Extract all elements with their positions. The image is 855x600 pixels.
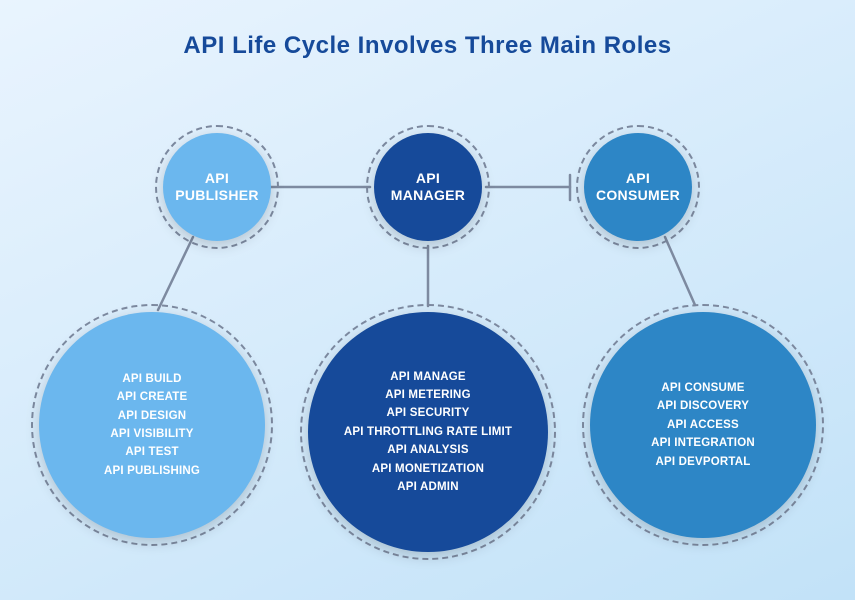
detail-item: API SECURITY [344,404,512,422]
detail-item: API THROTTLING RATE LIMIT [344,423,512,441]
role-consumer-ring: APICONSUMER [576,125,700,249]
page-title: API Life Cycle Involves Three Main Roles [0,32,855,60]
detail-item: API TEST [104,443,200,461]
detail-item: API DEVPORTAL [651,453,755,471]
detail-item: API CREATE [104,388,200,406]
detail-item: API ACCESS [651,416,755,434]
role-label-line: API [416,170,440,186]
role-label: APICONSUMER [596,170,680,205]
detail-item: API ANALYSIS [344,441,512,459]
role-manager: APIMANAGER [374,133,482,241]
details-consumer-details-ring: API CONSUMEAPI DISCOVERYAPI ACCESSAPI IN… [582,304,824,546]
detail-item: API METERING [344,386,512,404]
details-manager-details-ring: API MANAGEAPI METERINGAPI SECURITYAPI TH… [300,304,556,560]
role-manager-ring: APIMANAGER [366,125,490,249]
detail-item: API ADMIN [344,478,512,496]
detail-item: API VISIBILITY [104,425,200,443]
detail-list: API CONSUMEAPI DISCOVERYAPI ACCESSAPI IN… [651,379,755,471]
details-publisher-details-ring: API BUILDAPI CREATEAPI DESIGNAPI VISIBIL… [31,304,273,546]
role-label: APIPUBLISHER [175,170,259,205]
role-label-line: CONSUMER [596,187,680,203]
details-consumer-details: API CONSUMEAPI DISCOVERYAPI ACCESSAPI IN… [590,312,816,538]
detail-list: API BUILDAPI CREATEAPI DESIGNAPI VISIBIL… [104,370,200,480]
details-manager-details: API MANAGEAPI METERINGAPI SECURITYAPI TH… [308,312,548,552]
role-consumer: APICONSUMER [584,133,692,241]
role-label-line: API [205,170,229,186]
detail-item: API MONETIZATION [344,460,512,478]
details-publisher-details: API BUILDAPI CREATEAPI DESIGNAPI VISIBIL… [39,312,265,538]
role-label: APIMANAGER [391,170,465,205]
detail-list: API MANAGEAPI METERINGAPI SECURITYAPI TH… [344,368,512,497]
detail-item: API BUILD [104,370,200,388]
role-publisher-ring: APIPUBLISHER [155,125,279,249]
role-label-line: MANAGER [391,187,465,203]
role-label-line: PUBLISHER [175,187,259,203]
role-label-line: API [626,170,650,186]
detail-item: API DISCOVERY [651,397,755,415]
detail-item: API DESIGN [104,407,200,425]
role-publisher: APIPUBLISHER [163,133,271,241]
detail-item: API CONSUME [651,379,755,397]
detail-item: API PUBLISHING [104,462,200,480]
detail-item: API INTEGRATION [651,434,755,452]
detail-item: API MANAGE [344,368,512,386]
